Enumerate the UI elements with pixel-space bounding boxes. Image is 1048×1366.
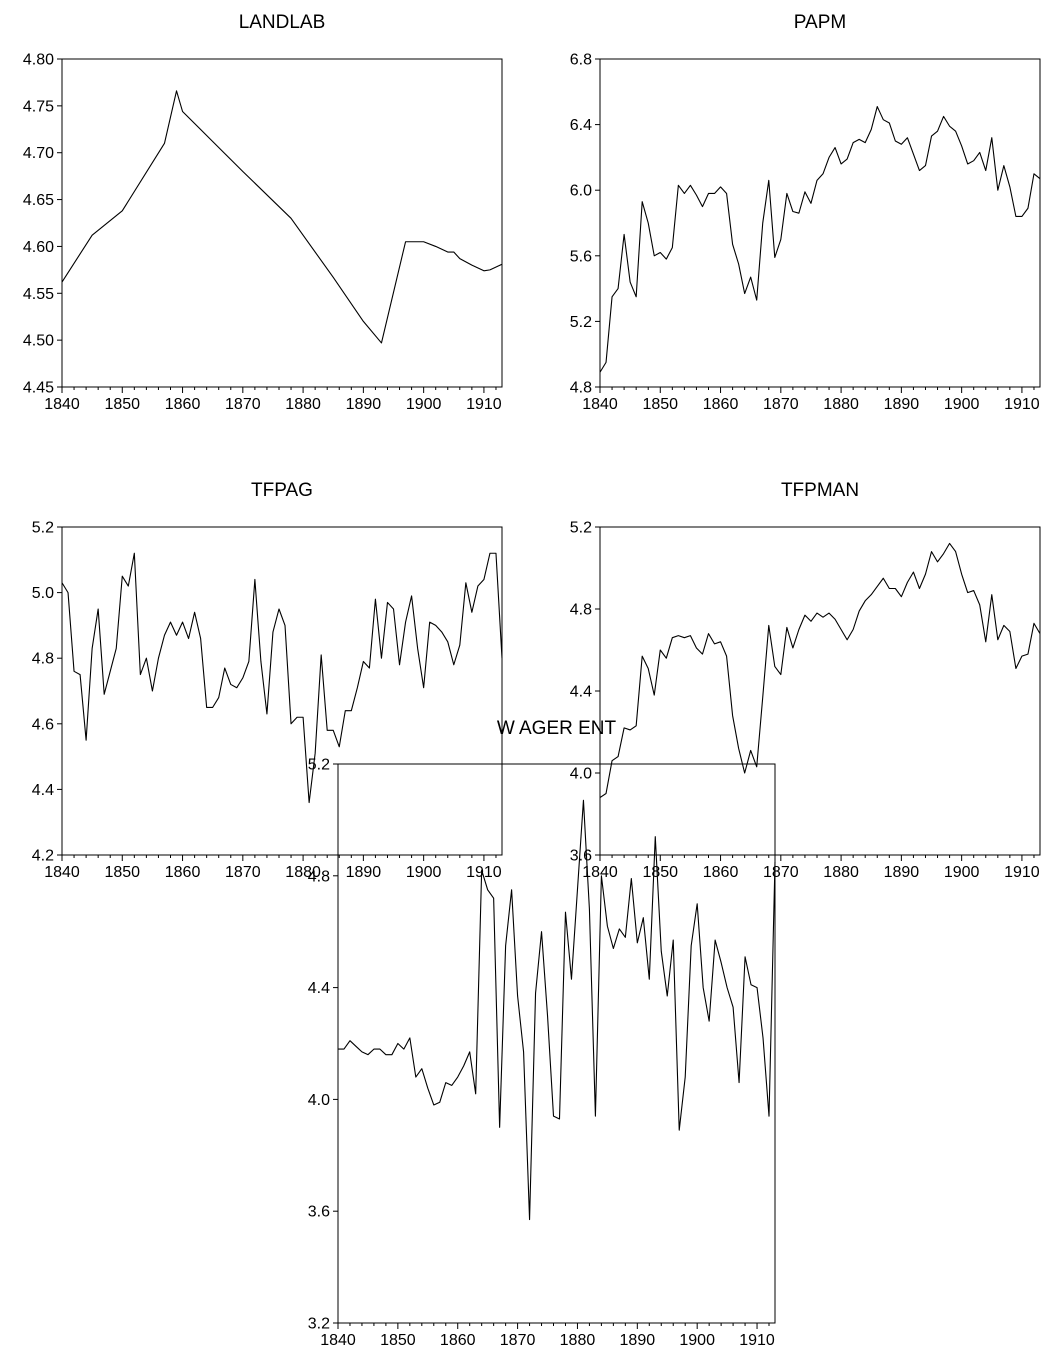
- panel-title: TFPMAN: [781, 480, 859, 501]
- panel-title: TFPAG: [251, 480, 313, 501]
- x-tick-label: 1840: [582, 864, 618, 881]
- x-tick-label: 1900: [944, 864, 980, 881]
- y-tick-label: 4.8: [570, 380, 592, 397]
- panel-title: PAPM: [794, 12, 846, 33]
- series-line: [599, 542, 1041, 799]
- x-tick-label: 1860: [165, 864, 201, 881]
- plot-frame: [61, 526, 503, 856]
- y-tick-label: 4.45: [23, 380, 54, 397]
- y-tick-label: 4.4: [32, 782, 54, 799]
- x-tick-label: 1900: [406, 864, 442, 881]
- x-tick-label: 1880: [285, 864, 321, 881]
- panel-title: LANDLAB: [239, 12, 326, 33]
- x-tick-label: 1870: [500, 1332, 536, 1349]
- series-line: [61, 90, 503, 344]
- x-tick-label: 1890: [620, 1332, 656, 1349]
- y-tick-label: 3.6: [570, 848, 592, 865]
- series-line: [338, 799, 776, 1221]
- plot-frame: [599, 58, 1041, 388]
- x-tick-label: 1890: [884, 396, 920, 413]
- x-tick-label: 1870: [763, 864, 799, 881]
- y-tick-label: 3.2: [308, 1316, 330, 1333]
- x-tick-label: 1840: [320, 1332, 356, 1349]
- y-tick-label: 6.4: [570, 117, 592, 134]
- y-tick-label: 3.6: [308, 1204, 330, 1221]
- y-tick-label: 4.8: [570, 602, 592, 619]
- plot-frame: [599, 526, 1041, 856]
- y-tick-label: 4.75: [23, 98, 54, 115]
- y-tick-label: 5.6: [570, 248, 592, 265]
- plot-frame: [61, 58, 503, 388]
- panel-tfpag: TFPAG 4.2 4.4 4.6 4.8 5.0 5.2 1840 1850 1860 1870 1…: [32, 480, 503, 881]
- panel-tfpman: TFPMAN 3.6 4.0 4.4 4.8 5.2 1840 1850 1860 1870 188…: [570, 480, 1041, 881]
- y-tick-label: 4.55: [23, 286, 54, 303]
- y-tick-label: 4.65: [23, 192, 54, 209]
- x-tick-label: 1910: [466, 396, 502, 413]
- x-tick-label: 1850: [104, 396, 140, 413]
- x-tick-label: 1870: [225, 864, 261, 881]
- y-tick-label: 5.2: [32, 520, 54, 537]
- x-tick-label: 1840: [582, 396, 618, 413]
- x-tick-label: 1860: [703, 864, 739, 881]
- y-tick-label: 6.0: [570, 183, 592, 200]
- x-tick-label: 1880: [823, 396, 859, 413]
- x-tick-label: 1880: [285, 396, 321, 413]
- y-tick-label: 6.8: [570, 52, 592, 69]
- y-tick-label: 4.50: [23, 333, 54, 350]
- x-tick-label: 1850: [642, 864, 678, 881]
- x-tick-label: 1850: [642, 396, 678, 413]
- y-tick-label: 4.4: [570, 684, 592, 701]
- x-tick-label: 1860: [440, 1332, 476, 1349]
- y-tick-label: 4.4: [308, 980, 330, 997]
- x-tick-label: 1890: [346, 864, 382, 881]
- x-tick-label: 1900: [944, 396, 980, 413]
- x-tick-label: 1880: [560, 1332, 596, 1349]
- x-tick-label: 1890: [884, 864, 920, 881]
- x-tick-label: 1840: [44, 396, 80, 413]
- panel-landlab: LANDLAB 4.45 4.50 4.55 4.60 4.65 4.70 4.75 4.80 1…: [23, 12, 503, 413]
- series-line: [61, 552, 503, 804]
- x-tick-label: 1870: [763, 396, 799, 413]
- y-tick-label: 4.8: [308, 868, 330, 885]
- plot-frame: [337, 763, 776, 1324]
- panel-wagerent: W AGER ENT 3.2 3.6 4.0 4.4 4.8 5.2 1840 1850 1860…: [308, 718, 776, 1349]
- x-tick-label: 1880: [823, 864, 859, 881]
- panel-papm: PAPM 4.8 5.2 5.6 6.0 6.4 6.8 1840 1850 1860 1870 18…: [570, 12, 1041, 413]
- y-tick-label: 5.2: [308, 757, 330, 774]
- y-tick-label: 4.6: [32, 716, 54, 733]
- y-tick-label: 4.8: [32, 651, 54, 668]
- x-tick-label: 1840: [44, 864, 80, 881]
- y-tick-label: 4.70: [23, 145, 54, 162]
- x-tick-label: 1860: [165, 396, 201, 413]
- y-tick-label: 5.0: [32, 585, 54, 602]
- y-tick-label: 4.60: [23, 239, 54, 256]
- x-tick-label: 1910: [1004, 864, 1040, 881]
- x-tick-label: 1850: [380, 1332, 416, 1349]
- x-tick-label: 1900: [679, 1332, 715, 1349]
- x-tick-label: 1910: [1004, 396, 1040, 413]
- x-tick-label: 1850: [104, 864, 140, 881]
- x-tick-label: 1910: [466, 864, 502, 881]
- panel-title: W AGER ENT: [497, 718, 617, 739]
- series-line: [599, 106, 1041, 373]
- y-tick-label: 5.2: [570, 314, 592, 331]
- x-tick-label: 1860: [703, 396, 739, 413]
- x-tick-label: 1900: [406, 396, 442, 413]
- y-tick-label: 5.2: [570, 520, 592, 537]
- y-tick-label: 4.0: [308, 1092, 330, 1109]
- x-tick-label: 1890: [346, 396, 382, 413]
- y-tick-label: 4.2: [32, 848, 54, 865]
- x-tick-label: 1910: [739, 1332, 775, 1349]
- y-tick-label: 4.0: [570, 766, 592, 783]
- y-tick-label: 4.80: [23, 52, 54, 69]
- x-tick-label: 1870: [225, 396, 261, 413]
